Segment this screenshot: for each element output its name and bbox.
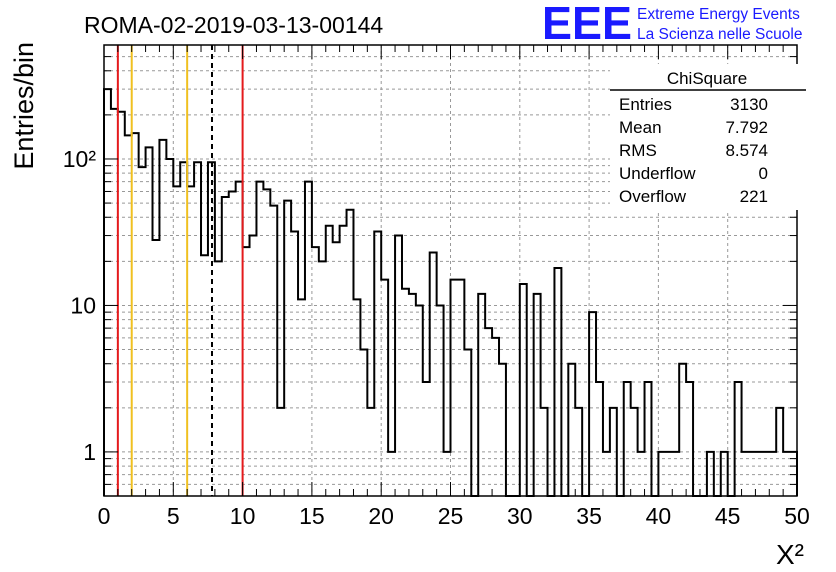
- histogram-bin: [319, 261, 326, 496]
- histogram-bin: [347, 210, 354, 496]
- stats-value-overflow: 221: [740, 187, 768, 206]
- histogram-bin: [520, 284, 527, 496]
- stats-label-rms: RMS: [619, 141, 657, 160]
- histogram-bin: [596, 382, 603, 496]
- histogram-bin: [437, 305, 444, 496]
- histogram-bin: [166, 159, 173, 496]
- x-tick-label: 25: [438, 503, 464, 529]
- stats-value-entries: 3130: [730, 95, 768, 114]
- histogram-bin: [395, 236, 402, 496]
- y-tick-label: 1: [83, 439, 96, 465]
- histogram-bin: [589, 312, 596, 496]
- histogram-bin: [111, 109, 118, 496]
- histogram-bin: [430, 252, 437, 496]
- x-tick-label: 50: [784, 503, 810, 529]
- histogram-bin: [256, 182, 263, 496]
- histogram-bin: [568, 364, 575, 496]
- reference-lines: [116, 45, 244, 496]
- x-tick-label: 35: [576, 503, 602, 529]
- stats-label-overflow: Overflow: [619, 187, 687, 206]
- x-tick-label: 40: [646, 503, 672, 529]
- project-name-line1: Extreme Energy Events: [637, 6, 800, 23]
- histogram-bin: [423, 382, 430, 496]
- histogram-bin: [118, 112, 125, 496]
- project-name-line2: La Scienza nelle Scuole: [637, 26, 802, 43]
- histogram-outline: [103, 88, 798, 497]
- eee-logo: EEE: [542, 0, 632, 49]
- histogram-bin: [215, 261, 222, 496]
- histogram-bin: [360, 350, 367, 496]
- stats-label-entries: Entries: [619, 95, 672, 114]
- histogram-bin: [499, 364, 506, 496]
- histogram-bin: [624, 382, 631, 496]
- x-tick-label: 20: [368, 503, 394, 529]
- histogram-bin: [201, 255, 208, 496]
- y-axis-title: Entries/bin: [9, 42, 39, 170]
- run-title: ROMA-02-2019-03-13-00144: [84, 12, 383, 38]
- stats-title: ChiSquare: [667, 69, 747, 88]
- histogram-bin: [173, 186, 180, 496]
- y-tick-label: 10²: [63, 146, 97, 172]
- histogram-bin: [492, 338, 499, 496]
- histogram-bin: [645, 382, 652, 496]
- histogram-bin: [305, 182, 312, 496]
- histogram-bin: [464, 350, 471, 496]
- histogram-bin: [340, 226, 347, 496]
- x-axis-title: X²: [776, 539, 804, 570]
- histogram-bin: [229, 191, 236, 496]
- histogram-bin: [146, 147, 153, 496]
- stats-value-underflow: 0: [759, 164, 768, 183]
- histogram-bin: [104, 89, 111, 496]
- stats-label-underflow: Underflow: [619, 164, 696, 183]
- axis-ticks: 0 5 10 15 20 25 30 35 40 45 50 1 10 10²: [63, 44, 810, 529]
- x-tick-label: 5: [167, 503, 180, 529]
- stats-box-background: [610, 64, 808, 210]
- histogram-bin: [180, 162, 187, 496]
- histogram-bin: [194, 162, 201, 496]
- histogram-bin: [679, 364, 686, 496]
- histogram-bin: [333, 242, 340, 496]
- histogram-bin: [326, 226, 333, 496]
- y-tick-label: 10: [70, 292, 96, 318]
- histogram-bin: [153, 240, 160, 496]
- histogram-bin: [416, 305, 423, 496]
- stats-box: ChiSquare Entries 3130 Mean 7.792 RMS 8.…: [610, 64, 808, 210]
- x-tick-label: 45: [715, 503, 741, 529]
- stats-value-rms: 8.574: [725, 141, 768, 160]
- histogram-bin: [485, 328, 492, 496]
- stats-value-mean: 7.792: [725, 118, 768, 137]
- histogram-bin: [270, 206, 277, 496]
- histogram-bin: [222, 197, 229, 496]
- histogram-bin: [686, 382, 693, 496]
- x-tick-label: 30: [507, 503, 533, 529]
- histogram-bin: [159, 140, 166, 496]
- x-tick-label: 15: [299, 503, 325, 529]
- histogram-bin: [236, 182, 243, 496]
- histogram-bin: [139, 167, 146, 496]
- histogram-bin: [132, 133, 139, 496]
- histogram-bin: [735, 382, 742, 496]
- x-tick-label: 0: [98, 503, 111, 529]
- histogram-bin: [125, 135, 132, 496]
- histogram-bins: [103, 88, 798, 497]
- stats-label-mean: Mean: [619, 118, 662, 137]
- histogram-bin: [187, 186, 194, 496]
- histogram-bin: [250, 236, 257, 496]
- x-tick-label: 10: [230, 503, 256, 529]
